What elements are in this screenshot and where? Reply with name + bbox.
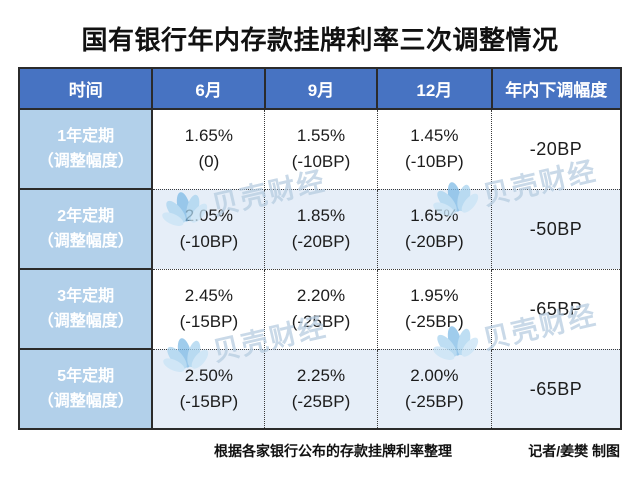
rate-value: 2.50% — [184, 365, 233, 385]
period-cell: 3年定期 （调整幅度） — [17, 268, 154, 350]
rate-value: 2.20% — [296, 286, 346, 305]
total-cut-cell: -20BP — [491, 108, 623, 190]
period-label: 3年定期 — [57, 288, 115, 305]
period-label: 5年定期 — [57, 368, 115, 385]
rate-change: (-25BP) — [291, 391, 351, 411]
rate-value: 1.65% — [410, 206, 459, 225]
table-header-row: 时间 6月 9月 12月 年内下调幅度 — [17, 67, 623, 110]
rate-change: (-15BP) — [179, 391, 239, 411]
rate-cell-jun: 2.50% (-15BP) — [151, 348, 266, 430]
rate-value: 1.55% — [296, 126, 346, 146]
table-row-3y: 3年定期 （调整幅度） 2.45% (-15BP) 2.20% (-25BP) … — [17, 268, 623, 350]
col-header-time: 时间 — [17, 67, 154, 110]
rate-change: (-20BP) — [291, 232, 351, 251]
period-cell: 2年定期 （调整幅度） — [17, 188, 154, 270]
col-header-june: 6月 — [151, 67, 266, 110]
rate-value: 2.45% — [184, 286, 233, 305]
period-note: （调整幅度） — [37, 393, 134, 410]
total-cut-cell: -65BP — [491, 348, 623, 430]
page-title: 国有银行年内存款挂牌利率三次调整情况 — [81, 25, 559, 55]
rate-cell-sep: 1.55% (-10BP) — [264, 108, 378, 190]
col-header-december: 12月 — [376, 67, 493, 110]
table-row-2y: 2年定期 （调整幅度） 2.05% (-10BP) 1.85% (-20BP) … — [17, 188, 623, 270]
period-label: 1年定期 — [57, 128, 115, 145]
rate-change: (-15BP) — [179, 312, 239, 331]
rate-change: (0) — [198, 152, 220, 172]
rate-cell-dec: 2.00% (-25BP) — [376, 348, 493, 430]
rate-change: (-10BP) — [291, 152, 351, 172]
footer: 根据各家银行公布的存款挂牌利率整理 记者/姜樊 制图 — [0, 441, 640, 461]
period-note: （调整幅度） — [37, 313, 134, 330]
period-label: 2年定期 — [57, 208, 115, 225]
period-cell: 1年定期 （调整幅度） — [17, 108, 154, 190]
rate-value: 2.05% — [184, 206, 233, 225]
total-cut-cell: -50BP — [491, 188, 623, 270]
rate-value: 1.95% — [410, 286, 459, 305]
rate-cell-sep: 2.25% (-25BP) — [264, 348, 378, 430]
rate-cell-sep: 1.85% (-20BP) — [264, 188, 378, 270]
rate-change: (-25BP) — [405, 391, 464, 411]
rate-change: (-10BP) — [179, 232, 239, 251]
credit-note: 记者/姜樊 制图 — [528, 443, 620, 459]
rate-change: (-25BP) — [405, 312, 464, 331]
rate-cell-jun: 2.45% (-15BP) — [151, 268, 266, 350]
table-row-1y: 1年定期 （调整幅度） 1.65% (0) 1.55% (-10BP) 1.45… — [17, 108, 623, 190]
rate-change: (-10BP) — [405, 152, 464, 172]
rate-value: 1.45% — [410, 126, 459, 146]
rate-cell-dec: 1.95% (-25BP) — [376, 268, 493, 350]
rate-value: 2.25% — [296, 365, 346, 385]
period-note: （调整幅度） — [37, 233, 134, 250]
rate-value: 1.85% — [296, 206, 346, 225]
rate-cell-dec: 1.65% (-20BP) — [376, 188, 493, 270]
rate-cell-sep: 2.20% (-25BP) — [264, 268, 378, 350]
source-note: 根据各家银行公布的存款挂牌利率整理 — [214, 443, 452, 459]
rate-cell-jun: 2.05% (-10BP) — [151, 188, 266, 270]
rate-value: 2.00% — [410, 365, 459, 385]
rate-table: 时间 6月 9月 12月 年内下调幅度 1年定期 （调整幅度） 1.65% (0… — [17, 67, 623, 430]
rate-value: 1.65% — [184, 126, 233, 146]
period-note: （调整幅度） — [37, 153, 134, 170]
rate-cell-dec: 1.45% (-10BP) — [376, 108, 493, 190]
total-cut-cell: -65BP — [491, 268, 623, 350]
col-header-annual-cut: 年内下调幅度 — [490, 67, 623, 110]
rate-change: (-20BP) — [405, 232, 464, 251]
rate-change: (-25BP) — [291, 312, 351, 331]
col-header-september: 9月 — [263, 67, 379, 110]
table-row-5y: 5年定期 （调整幅度） 2.50% (-15BP) 2.25% (-25BP) … — [17, 348, 623, 430]
period-cell: 5年定期 （调整幅度） — [17, 348, 154, 430]
rate-cell-jun: 1.65% (0) — [151, 108, 266, 190]
